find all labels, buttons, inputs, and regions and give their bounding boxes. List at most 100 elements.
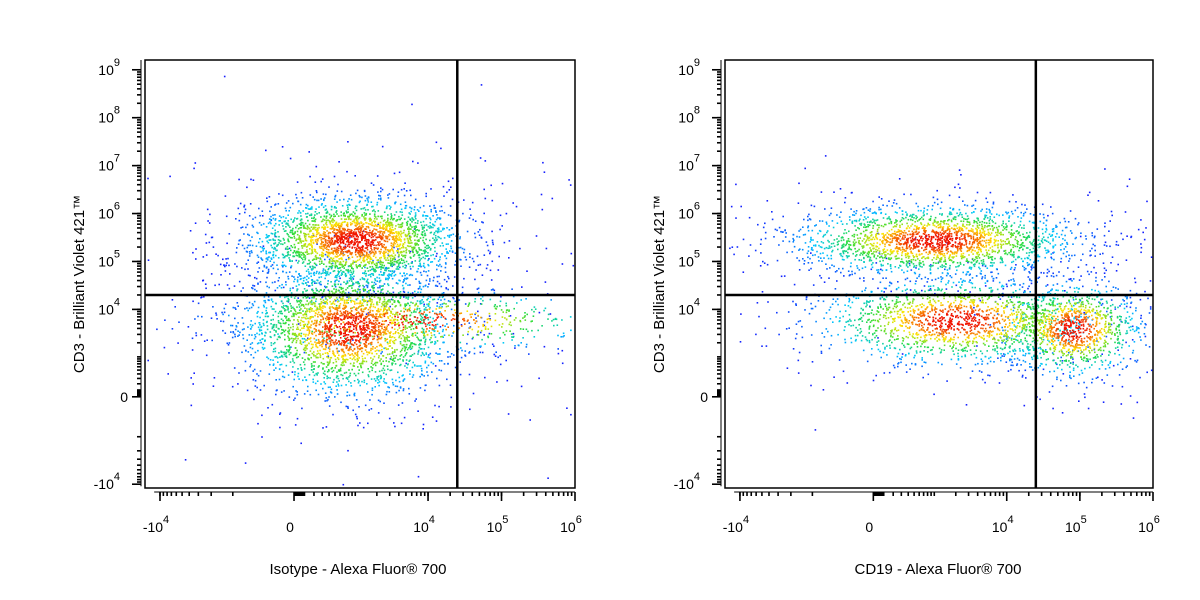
event-dot: [239, 331, 241, 334]
event-dot: [479, 228, 481, 231]
event-dot: [435, 352, 437, 354]
event-dot: [471, 257, 474, 260]
event-dot: [340, 286, 342, 289]
event-dot: [321, 292, 324, 295]
event-dot: [310, 347, 313, 350]
event-dot: [366, 296, 368, 298]
event-dot: [315, 334, 317, 337]
event-dot: [399, 386, 402, 388]
event-dot: [265, 309, 267, 312]
event-dot: [392, 218, 395, 220]
event-dot: [499, 300, 502, 303]
event-dot: [264, 301, 267, 304]
event-dot: [328, 213, 331, 216]
event-dot: [370, 262, 373, 265]
event-dot: [395, 220, 398, 222]
event-dot: [432, 254, 434, 256]
event-dot: [340, 252, 342, 254]
event-dot: [277, 279, 280, 282]
event-dot: [330, 228, 333, 230]
event-dot: [304, 257, 307, 259]
event-dot: [312, 196, 314, 198]
event-dot: [432, 362, 435, 365]
event-dot: [366, 204, 368, 206]
event-dot: [313, 351, 315, 353]
event-dot: [252, 370, 254, 372]
event-dot: [372, 205, 374, 208]
event-dot: [486, 321, 489, 324]
event-dot: [330, 215, 332, 218]
event-dot: [300, 221, 303, 224]
event-dot: [278, 352, 280, 354]
event-dot: [298, 300, 301, 303]
event-dot: [313, 227, 315, 230]
event-dot: [339, 297, 342, 300]
event-dot: [377, 191, 379, 193]
event-dot: [177, 342, 179, 344]
event-dot: [327, 244, 330, 246]
event-dot: [340, 299, 342, 301]
event-dot: [346, 170, 348, 173]
event-dot: [288, 311, 290, 313]
event-dot: [338, 320, 340, 323]
event-dot: [341, 362, 343, 364]
event-dot: [327, 313, 330, 315]
event-dot: [310, 237, 312, 239]
event-dot: [274, 356, 276, 358]
event-dot: [358, 380, 360, 382]
event-dot: [375, 252, 377, 254]
event-dot: [295, 252, 297, 254]
event-dot: [443, 334, 446, 336]
event-dot: [468, 302, 471, 304]
event-dot: [442, 341, 444, 344]
event-dot: [257, 232, 259, 235]
event-dot: [493, 305, 496, 308]
event-dot: [362, 310, 365, 313]
event-dot: [302, 240, 305, 242]
event-dot: [234, 328, 237, 331]
event-dot: [400, 354, 403, 356]
event-dot: [334, 299, 337, 302]
event-dot: [353, 355, 356, 358]
event-dot: [250, 326, 253, 328]
event-dot: [407, 263, 410, 265]
event-dot: [328, 370, 330, 372]
event-dot: [388, 417, 391, 420]
event-dot: [326, 370, 329, 373]
event-dot: [319, 356, 322, 359]
event-dot: [389, 229, 391, 231]
event-dot: [450, 308, 453, 311]
event-dot: [364, 308, 366, 310]
event-dot: [383, 273, 385, 275]
event-dot: [292, 252, 294, 254]
event-dot: [325, 215, 328, 218]
event-dot: [479, 157, 482, 159]
event-dot: [235, 325, 238, 328]
event-dot: [425, 306, 427, 309]
event-dot: [405, 248, 408, 251]
event-dot: [450, 245, 452, 248]
event-dot: [382, 355, 384, 357]
event-dot: [561, 362, 564, 365]
event-dot: [395, 260, 398, 263]
event-dot: [279, 412, 282, 414]
event-dot: [314, 211, 317, 213]
event-dot: [409, 237, 411, 240]
event-dot: [288, 349, 290, 351]
event-dot: [382, 313, 385, 315]
event-dot: [340, 364, 343, 366]
event-dot: [344, 354, 347, 357]
event-dot: [448, 277, 450, 280]
event-dot: [340, 222, 343, 225]
event-dot: [343, 302, 346, 304]
event-dot: [561, 263, 564, 265]
event-dot: [372, 287, 374, 290]
event-dot: [373, 362, 376, 365]
event-dot: [358, 369, 360, 371]
event-dot: [450, 247, 453, 250]
event-dot: [310, 235, 313, 237]
event-dot: [350, 278, 352, 281]
event-dot: [431, 261, 434, 263]
event-dot: [524, 319, 527, 321]
event-dot: [380, 316, 383, 319]
